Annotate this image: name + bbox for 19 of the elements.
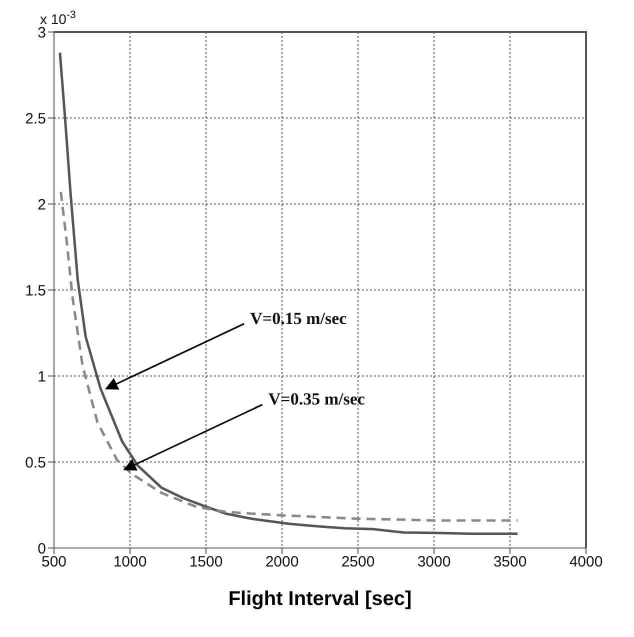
y-tick-label: 1.5 (25, 282, 46, 300)
y-tick-label: 1 (38, 368, 46, 386)
x-tick-label: 3000 (417, 554, 451, 571)
y-tick-label: 3 (38, 24, 46, 42)
x-tick-label: 4000 (569, 554, 603, 571)
annotation: V=0.35 m/sec (268, 390, 366, 409)
x-tick-label: 2000 (265, 554, 299, 571)
line-series (60, 190, 519, 522)
x-tick-label: 3500 (493, 554, 527, 571)
y-tick-label: 0.5 (25, 454, 46, 472)
annotation: V=0.15 m/sec (250, 308, 348, 328)
y-tick-label: 2.5 (25, 110, 46, 128)
x-tick-label: 1000 (113, 554, 147, 571)
x-axis-title: Flight Interval [sec] (227, 588, 413, 611)
text: x 10$^{-3}$ (40, 9, 76, 27)
x-tick-label: 1500 (189, 554, 223, 571)
x-tick-label: 2500 (341, 554, 375, 571)
y-tick-label: 2 (38, 196, 46, 214)
line-series (58, 51, 519, 535)
